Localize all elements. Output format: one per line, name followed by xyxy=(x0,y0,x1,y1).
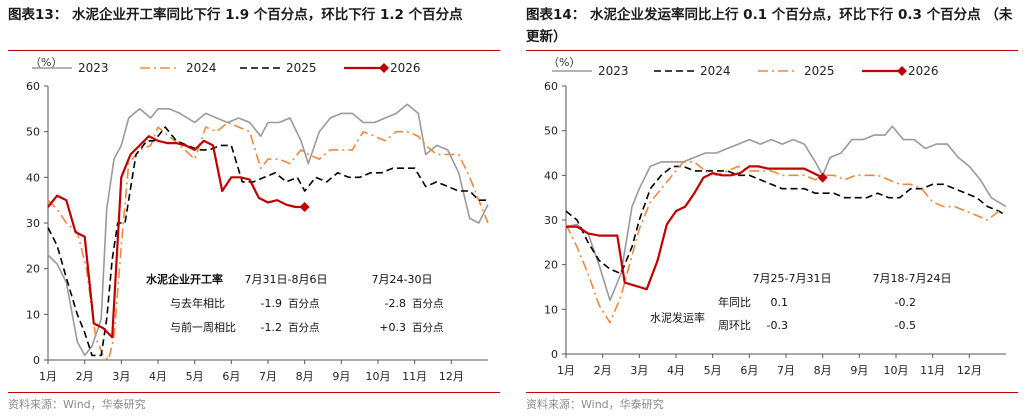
y-tick-label: 50 xyxy=(544,125,558,138)
y-tick-label: 50 xyxy=(26,126,40,139)
y-tick-label: 30 xyxy=(26,217,40,230)
legend-marker-2026 xyxy=(379,63,389,73)
legend-label-2025: 2025 xyxy=(804,64,835,78)
legend-label-2026: 2026 xyxy=(390,61,421,75)
series-line-2025 xyxy=(565,161,1000,324)
series-line-2026 xyxy=(566,165,824,291)
series-line-2026 xyxy=(47,135,305,339)
table-row-label: 与去年相比 xyxy=(170,296,225,310)
x-tick-label: 10月 xyxy=(884,364,909,377)
table-unit: 百分点 xyxy=(412,298,444,310)
bottom-rule xyxy=(526,392,1018,393)
series-line-2024 xyxy=(565,165,1007,275)
y-tick-label: 0 xyxy=(33,354,40,367)
table-header-period-2: 7月18-7月24日 xyxy=(873,272,952,285)
title-rule xyxy=(526,50,1018,51)
x-tick-label: 11月 xyxy=(920,364,945,377)
x-tick-label: 7月 xyxy=(259,370,277,383)
x-tick-label: 2月 xyxy=(76,370,94,383)
x-tick-label: 3月 xyxy=(630,364,648,377)
table-value-period-2: -2.8 xyxy=(385,297,406,310)
y-tick-label: 40 xyxy=(26,171,40,184)
figure-14-panel: 图表14： 水泥企业发运率同比上行 0.1 个百分点，环比下行 0.3 个百分点… xyxy=(522,0,1022,416)
legend-label-2023: 2023 xyxy=(78,61,109,75)
x-tick-label: 1月 xyxy=(39,370,57,383)
x-tick-label: 1月 xyxy=(557,364,575,377)
x-tick-label: 5月 xyxy=(704,364,722,377)
y-tick-label: 0 xyxy=(551,348,558,361)
x-tick-label: 12月 xyxy=(957,364,982,377)
x-tick-label: 9月 xyxy=(850,364,868,377)
table-row-label: 年同比 xyxy=(718,295,751,309)
figure-13-panel: 图表13： 水泥企业开工率同比下行 1.9 个百分点，环比下行 1.2 个百分点… xyxy=(4,0,504,416)
table-value-period-2: -0.2 xyxy=(895,296,916,309)
legend-marker-2026 xyxy=(897,66,907,76)
x-tick-label: 4月 xyxy=(149,370,167,383)
x-tick-label: 10月 xyxy=(366,370,391,383)
figure-title: 图表14： 水泥企业发运率同比上行 0.1 个百分点，环比下行 0.3 个百分点… xyxy=(526,7,1013,45)
shipment-rate-line-chart: （%） 0 10 20 30 40 50 60 1月 2月 3月 4月 5月 6月 7月 8月 9月 10月 11月… xyxy=(544,56,1007,377)
table-value-period-1: -0.3 xyxy=(767,319,788,332)
series-line-2023 xyxy=(565,125,1007,302)
table-value-period-2: +0.3 xyxy=(379,321,406,334)
table-value-period-1: -1.2 xyxy=(261,321,282,334)
table-unit: 百分点 xyxy=(288,322,320,334)
table-unit: 百分点 xyxy=(412,322,444,334)
y-axis-unit: （%） xyxy=(30,56,62,69)
y-tick-label: 10 xyxy=(544,303,558,316)
legend-label-2023: 2023 xyxy=(598,64,629,78)
table-header-period-1: 7月31日-8月6日 xyxy=(245,273,328,286)
operating-rate-line-chart: （%） 0 10 20 30 40 50 60 1月 2月 3月 4月 5月 6月 7月 8月 9月 10月 11月… xyxy=(26,56,489,383)
y-tick-label: 20 xyxy=(26,263,40,276)
x-tick-label: 2月 xyxy=(594,364,612,377)
series-end-marker-2026 xyxy=(817,172,828,183)
table-group-label: 水泥发运率 xyxy=(650,311,705,325)
table-header-period-2: 7月24-30日 xyxy=(372,273,433,286)
x-tick-label: 5月 xyxy=(186,370,204,383)
series-line-2023 xyxy=(47,103,489,357)
y-tick-label: 40 xyxy=(544,169,558,182)
table-value-period-2: -0.5 xyxy=(895,319,916,332)
x-tick-label: 3月 xyxy=(112,370,130,383)
y-tick-label: 30 xyxy=(544,214,558,227)
table-value-period-1: 0.1 xyxy=(771,296,789,309)
table-unit: 百分点 xyxy=(288,298,320,310)
x-tick-label: 6月 xyxy=(740,364,758,377)
legend-label-2026: 2026 xyxy=(908,64,939,78)
source-note: 资料来源：Wind，华泰研究 xyxy=(526,398,664,411)
series-line-2024 xyxy=(47,121,489,361)
table-row-label: 与前一周相比 xyxy=(170,320,236,334)
table-value-period-1: -1.9 xyxy=(261,297,282,310)
x-tick-label: 9月 xyxy=(332,370,350,383)
y-tick-label: 60 xyxy=(26,80,40,93)
table-title: 水泥企业开工率 xyxy=(146,272,223,286)
x-tick-label: 8月 xyxy=(814,364,832,377)
series-line-2025 xyxy=(47,126,488,357)
series-end-marker-2026 xyxy=(299,202,310,213)
x-tick-label: 11月 xyxy=(402,370,427,383)
y-tick-label: 60 xyxy=(544,80,558,93)
x-tick-label: 12月 xyxy=(439,370,464,383)
y-tick-label: 20 xyxy=(544,259,558,272)
legend-label-2024: 2024 xyxy=(700,64,731,78)
legend-label-2024: 2024 xyxy=(186,61,217,75)
x-tick-label: 4月 xyxy=(667,364,685,377)
x-tick-label: 7月 xyxy=(777,364,795,377)
legend-label-2025: 2025 xyxy=(286,61,317,75)
title-rule xyxy=(8,50,500,51)
table-header-period-1: 7月25-7月31日 xyxy=(753,272,832,285)
y-axis-unit: （%） xyxy=(548,56,580,69)
x-tick-label: 8月 xyxy=(296,370,314,383)
y-tick-label: 10 xyxy=(26,308,40,321)
bottom-rule xyxy=(8,392,500,393)
x-tick-label: 6月 xyxy=(222,370,240,383)
table-row-label: 周环比 xyxy=(718,319,751,332)
source-note: 资料来源：Wind，华泰研究 xyxy=(8,398,146,411)
figure-title: 图表13： 水泥企业开工率同比下行 1.9 个百分点，环比下行 1.2 个百分点 xyxy=(8,7,463,23)
